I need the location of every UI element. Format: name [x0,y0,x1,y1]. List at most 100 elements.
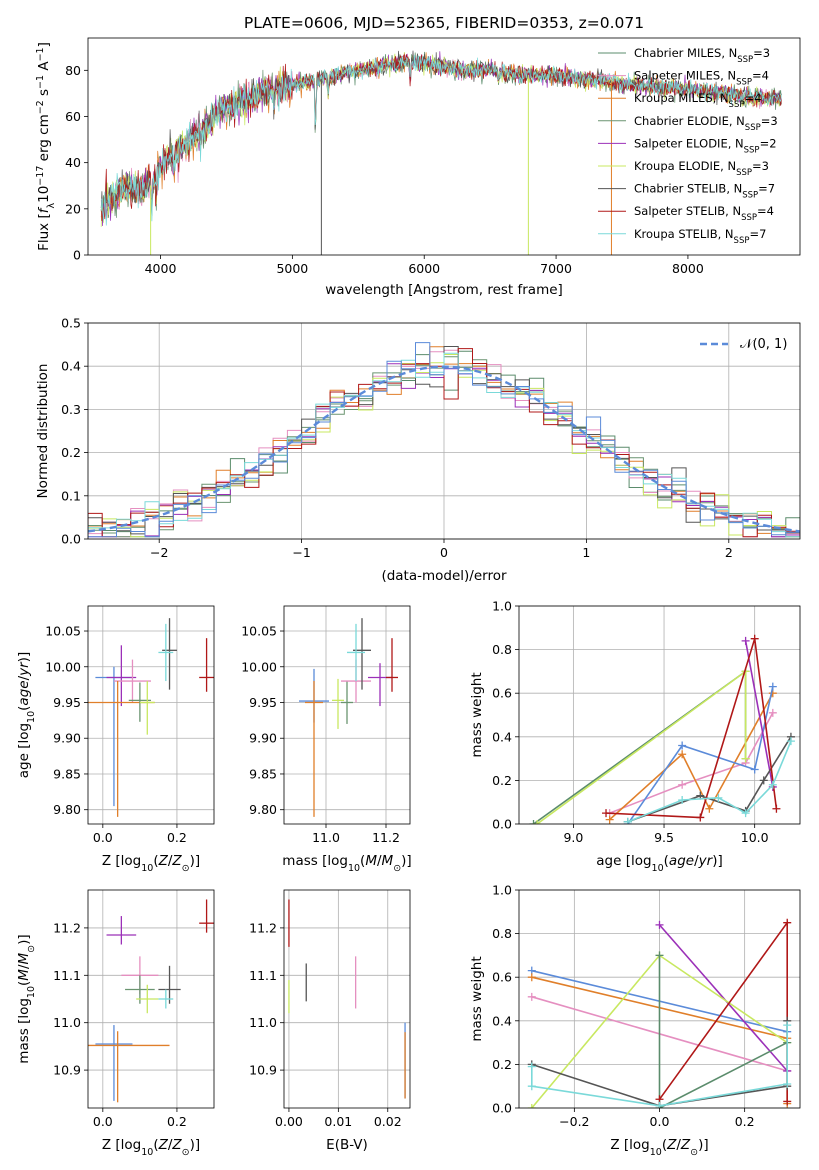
y-tick-label: 0.6 [492,970,512,985]
weight-marker [768,682,777,691]
weight-series [744,640,774,788]
weight-marker [527,1082,536,1091]
weight-marker [696,813,705,822]
x-tick-label: 11.2 [372,830,400,845]
x-tick-label: 0.0 [93,1114,113,1129]
spectrum-axes: 4000 5000 6000 7000 8000 0 20 40 60 80 [65,63,704,276]
age-vs-metallicity-frame [87,605,215,825]
histogram-series [88,348,800,538]
weight-marker [529,820,538,824]
y-tick-label: 9.90 [249,731,277,746]
y-tick-label: 0.2 [61,445,81,460]
normal-reference-curve [88,365,800,533]
histogram-steps [88,342,800,538]
mass-vs-extinction-axes: 0.00 0.01 0.02 10.9 11.0 11.1 11.2 [249,890,410,1129]
weight-marker [714,793,723,802]
y-tick-label: 0.4 [492,729,512,744]
y-tick-label: 0.5 [61,316,81,331]
legend-entry: Kroupa MILES, NSSP=4 [634,91,761,110]
x-tick-label: 0.0 [650,1114,670,1129]
x-tick-label: 0.0 [93,830,113,845]
y-tick-label: 9.80 [53,802,81,817]
x-tick-label: −2 [150,545,168,560]
mass-vs-extinction-points [288,899,406,1099]
weight-marker [623,817,632,824]
spectrum-ylabel: Flux [fλ10−17 erg cm−2 s−1 A−1] [35,42,57,251]
weight-marker [527,973,536,982]
y-tick-label: 9.85 [53,766,81,781]
weight-marker [655,951,664,960]
svg-text:age [log10(age/yr)]: age [log10(age/yr)] [16,652,37,778]
y-tick-label: 0.4 [492,1013,512,1028]
legend-entry: Salpeter STELIB, NSSP=4 [634,204,774,223]
age-vs-mass-axes: 11.0 11.2 9.80 9.85 9.90 9.95 10.00 10.05 [241,606,410,845]
legend-entry: Salpeter ELODIE, NSSP=2 [634,136,777,155]
x-tick-label: 9.0 [563,830,583,845]
y-tick-label: 80 [65,63,81,78]
y-tick-label: 0 [73,248,81,263]
legend-entry: Chabrier ELODIE, NSSP=3 [634,114,778,133]
mass-weight-vs-metallicity-xlabel: Z [log10(Z/Z⊙)] [610,1137,708,1158]
weight-marker [786,737,795,746]
x-tick-label: 7000 [540,261,572,276]
y-tick-label: 0.8 [492,926,512,941]
weight-marker [750,634,759,643]
x-tick-label: 0.02 [374,1114,402,1129]
weight-marker [655,920,664,929]
y-tick-label: 0.0 [61,532,81,547]
weight-marker [602,809,611,818]
y-tick-label: 60 [65,109,81,124]
spectrum-frame [87,37,801,256]
weight-marker [772,804,781,813]
y-tick-label: 9.90 [53,731,81,746]
mass-weight-vs-metallicity-frame [518,889,801,1109]
weight-marker [783,1021,792,1030]
mass-vs-metallicity-ylabel: mass [log10(M/M⊙)] [16,934,37,1063]
weight-marker [527,992,536,1001]
y-tick-label: 10.00 [241,659,277,674]
age-vs-metallicity-axes: 0.0 0.2 9.80 9.85 9.90 9.95 10.00 10.05 [45,606,214,845]
x-tick-label: 1 [582,545,590,560]
weight-marker [678,750,687,759]
spectrum-series [100,55,782,226]
spectrum-xlabel: wavelength [Angstrom, rest frame] [325,282,563,298]
y-tick-label: 0.0 [492,817,512,832]
x-tick-label: 11.0 [312,830,340,845]
legend-entry: Kroupa ELODIE, NSSP=3 [634,159,769,178]
y-tick-label: 10.05 [45,624,81,639]
y-tick-label: 0.8 [492,642,512,657]
y-tick-label: 11.2 [249,920,277,935]
legend-entry: Salpeter MILES, NSSP=4 [634,69,769,88]
weight-marker [741,636,750,645]
weight-series [627,740,792,823]
y-tick-label: 11.1 [53,968,81,983]
weight-marker [750,765,759,774]
y-tick-label: 9.85 [249,766,277,781]
y-tick-label: 9.80 [249,802,277,817]
mass-weight-vs-age-lines [529,634,795,824]
mass-weight-vs-age-xlabel: age [log10(age/yr)] [596,853,722,874]
x-tick-label: 0.00 [275,1114,303,1129]
weight-series [609,692,774,821]
x-tick-label: 0.2 [167,830,187,845]
y-tick-label: 1.0 [492,883,512,898]
x-tick-label: 0.2 [735,1114,755,1129]
weight-marker [783,1097,792,1106]
x-tick-label: 0.01 [324,1114,352,1129]
x-tick-label: 6000 [408,261,440,276]
weight-marker [527,1062,536,1071]
histogram-ylabel: Normed distribution [35,364,51,499]
weight-marker [527,1104,536,1108]
weight-marker [768,708,777,717]
legend-entry: 𝒩(0, 1) [740,337,787,352]
y-tick-label: 0.6 [492,686,512,701]
y-tick-label: 11.2 [53,920,81,935]
mass-vs-metallicity-xlabel: Z [log10(Z/Z⊙)] [102,1137,200,1158]
weight-marker [678,796,687,805]
y-tick-label: 11.1 [249,968,277,983]
y-tick-label: 11.0 [249,1015,277,1030]
weight-marker [759,776,768,785]
y-tick-label: 40 [65,155,81,170]
y-tick-label: 0.1 [61,488,81,503]
